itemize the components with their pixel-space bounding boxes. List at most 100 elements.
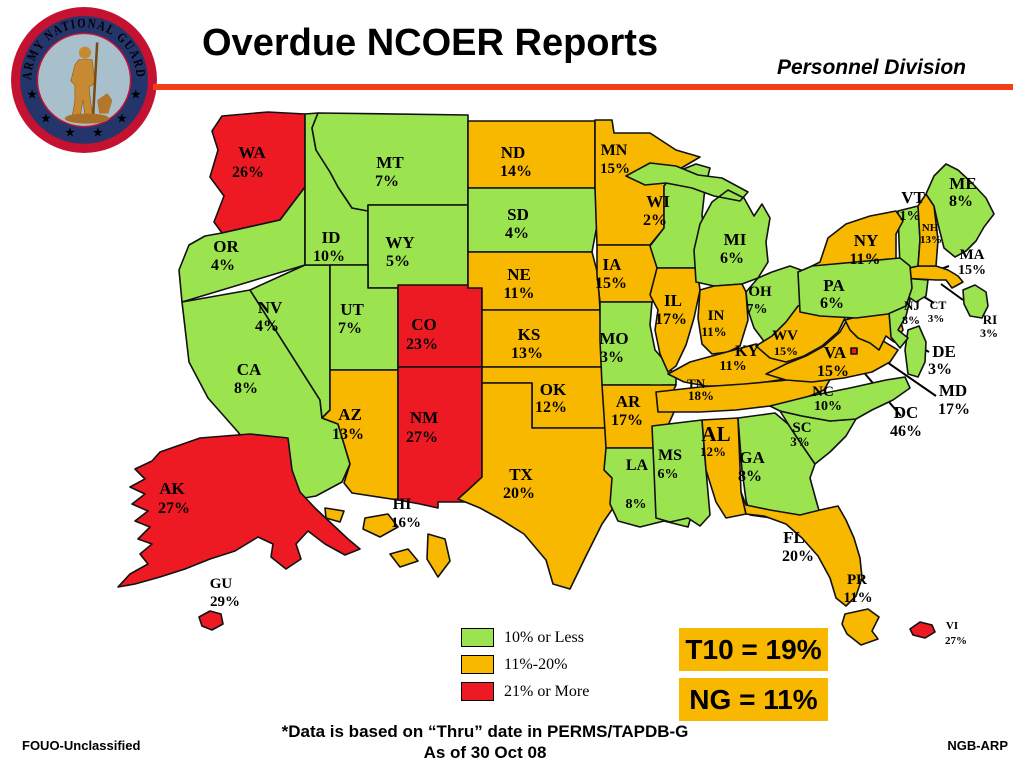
state-label-ak: AK (159, 479, 185, 498)
star-icon: ★ (27, 89, 37, 101)
state-label-md: MD (939, 381, 967, 400)
state-value-ia: 15% (595, 275, 627, 292)
state-shape-mi (625, 162, 771, 287)
state-value-pr: 11% (843, 590, 872, 606)
state-value-gu: 29% (210, 594, 240, 610)
state-value-wa: 26% (232, 164, 264, 181)
state-label-ut: UT (340, 300, 364, 319)
minuteman-icon (64, 42, 113, 124)
label-leader-line (940, 283, 964, 301)
state-shape-gu (198, 610, 224, 631)
state-label-ne: NE (507, 265, 531, 284)
state-label-ky: KY (735, 343, 759, 360)
state-label-ca: CA (237, 360, 262, 379)
state-value-sc: 3% (790, 434, 810, 449)
state-label-in: IN (708, 308, 725, 324)
state-value-al: 12% (700, 444, 726, 459)
star-icon: ★ (131, 89, 141, 101)
state-label-co: CO (411, 315, 437, 334)
classification-marking: FOUO-Unclassified (22, 738, 141, 753)
state-label-wy: WY (385, 233, 414, 252)
data-source-line1: *Data is based on “Thru” date in PERMS/T… (281, 722, 689, 741)
state-shape-sd (467, 187, 599, 253)
state-shape-pa (797, 257, 913, 319)
state-value-in: 11% (701, 324, 726, 339)
state-label-pa: PA (823, 276, 845, 295)
state-value-ok: 12% (535, 399, 567, 416)
star-icon: ★ (93, 127, 103, 139)
state-value-ma: 15% (958, 263, 986, 278)
t10-total-badge: T10 = 19% (679, 628, 828, 671)
state-label-mn: MN (601, 142, 628, 159)
state-value-ar: 17% (611, 412, 643, 429)
ng-total-badge: NG = 11% (679, 678, 828, 721)
state-shape-ak (117, 433, 361, 588)
state-value-nd: 14% (500, 163, 532, 180)
army-national-guard-seal-icon: ARMY NATIONAL GUARD ★★★★★★ (11, 7, 157, 153)
state-label-wa: WA (238, 143, 266, 162)
state-label-pr: PR (847, 572, 867, 588)
state-value-tn: 18% (688, 388, 714, 403)
state-label-vt: VT (901, 188, 925, 207)
state-value-mi: 6% (720, 250, 744, 267)
state-shape-in (697, 283, 749, 355)
state-label-de: DE (932, 342, 956, 361)
state-label-ma: MA (960, 247, 985, 263)
state-label-fl: FL (783, 528, 805, 547)
state-label-hi: HI (393, 496, 412, 513)
state-value-or: 4% (211, 257, 235, 274)
state-label-sc: SC (792, 420, 811, 436)
state-label-il: IL (664, 291, 682, 310)
state-value-ak: 27% (158, 500, 190, 517)
state-value-il: 17% (655, 311, 687, 328)
state-value-ks: 13% (511, 345, 543, 362)
state-label-wi: WI (646, 192, 670, 211)
state-shape-pr (841, 608, 880, 646)
state-value-md: 17% (938, 401, 970, 418)
state-shape-tn (655, 375, 833, 413)
star-icon: ★ (41, 113, 51, 125)
state-label-gu: GU (210, 576, 233, 592)
state-label-ri: RI (983, 312, 997, 327)
state-value-ne: 11% (503, 285, 534, 302)
state-value-nh: 13% (920, 234, 942, 246)
state-shape-me (925, 163, 995, 258)
state-value-pa: 6% (820, 295, 844, 312)
data-as-of-line2: As of 30 Oct 08 (423, 743, 547, 762)
state-label-wv: WV (772, 328, 798, 344)
state-value-ri: 3% (980, 326, 998, 340)
legend-swatch-high (461, 682, 494, 701)
legend-label-high: 21% or More (504, 682, 590, 700)
legend-label-low: 10% or Less (504, 628, 584, 646)
state-label-ct: CT (930, 298, 947, 312)
header-divider (153, 84, 1013, 90)
state-value-tx: 20% (503, 485, 535, 502)
state-value-ga: 8% (738, 468, 762, 485)
state-label-nv: NV (258, 298, 283, 317)
state-value-vi: 27% (945, 635, 967, 647)
state-label-ok: OK (540, 380, 567, 399)
state-label-nm: NM (410, 408, 438, 427)
page-title: Overdue NCOER Reports (202, 22, 659, 64)
state-value-ny: 11% (849, 251, 880, 268)
state-value-oh: 7% (747, 302, 768, 317)
legend-item-mid: 11%-20% (461, 651, 589, 678)
state-value-nv: 4% (255, 318, 279, 335)
state-shape-il (649, 267, 701, 373)
state-value-dc: 46% (890, 423, 922, 440)
state-value-ky: 11% (719, 359, 746, 374)
state-label-ks: KS (518, 325, 541, 344)
state-label-tn: TN (687, 376, 706, 391)
state-value-co: 23% (406, 336, 438, 353)
legend-swatch-mid (461, 655, 494, 674)
state-label-or: OR (213, 237, 239, 256)
state-label-va: VA (824, 343, 847, 362)
state-value-wv: 15% (774, 344, 798, 358)
data-source-note: *Data is based on “Thru” date in PERMS/T… (235, 721, 735, 763)
state-shape-hi (324, 507, 451, 578)
state-label-oh: OH (748, 284, 772, 300)
state-value-la: 8% (626, 497, 647, 512)
state-shape-fl (740, 491, 863, 607)
state-label-sd: SD (507, 205, 529, 224)
